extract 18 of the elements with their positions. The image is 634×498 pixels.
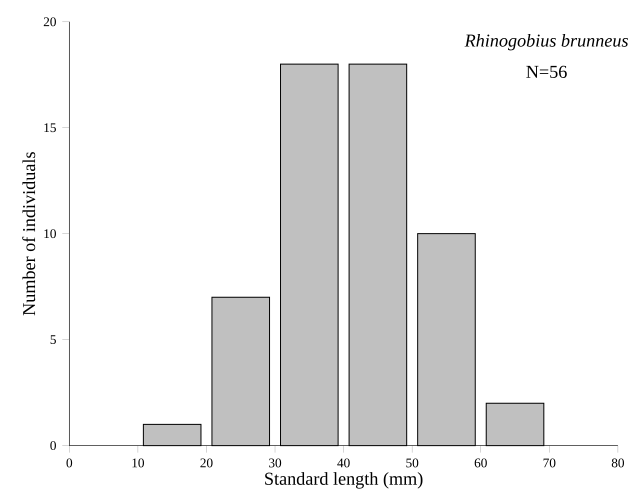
- x-tick-label: 20: [200, 458, 213, 468]
- x-tick-label: 50: [406, 458, 418, 468]
- y-tick-label: 0: [50, 441, 56, 450]
- x-tick-label: 80: [612, 458, 624, 468]
- y-tick-label: 20: [44, 17, 56, 26]
- annotation: N=56: [526, 66, 567, 78]
- x-tick-label: 60: [474, 458, 487, 468]
- x-tick-label: 40: [337, 458, 350, 468]
- y-tick-label: 10: [44, 229, 56, 238]
- annotation: Rhinogobius brunneus: [464, 34, 628, 50]
- x-axis-title: Standard length (mm): [265, 472, 422, 489]
- y-tick-label: 5: [50, 335, 56, 344]
- x-tick-label: 0: [66, 458, 72, 468]
- x-tick-label: 30: [269, 458, 282, 468]
- x-tick-label: 70: [544, 458, 556, 468]
- y-tick-label: 15: [44, 123, 56, 132]
- x-tick-label: 10: [132, 458, 144, 468]
- y-axis-title: Number of individuals: [22, 152, 36, 316]
